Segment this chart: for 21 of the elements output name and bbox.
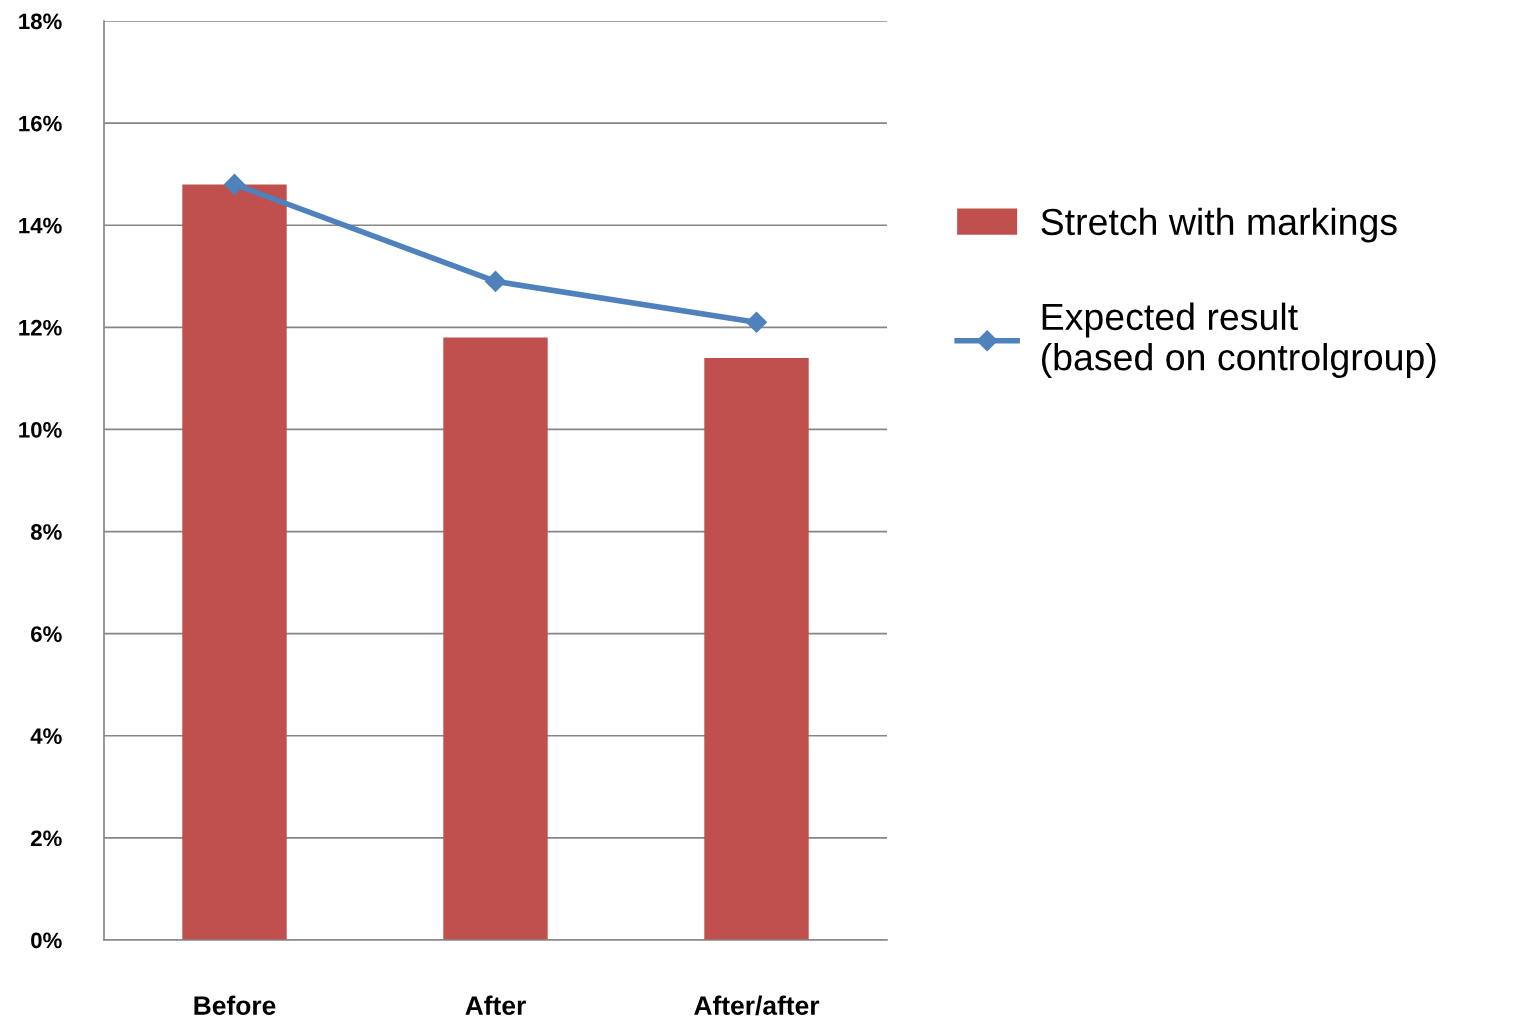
point <box>223 173 246 195</box>
x-tick-label: After/after <box>694 995 820 1016</box>
x-tick-label: Before <box>194 995 276 1015</box>
bar <box>182 184 287 940</box>
legend-label: Stretch with markings <box>1041 207 1397 243</box>
legend-label: Expected result (based on controlgroup) <box>1041 302 1436 378</box>
point <box>745 311 768 333</box>
point <box>484 270 507 292</box>
y-tick-label: 8% <box>30 524 62 540</box>
y-tick-label: 16% <box>19 115 62 132</box>
y-tick-label: 2% <box>30 830 62 847</box>
y-tick-label: 4% <box>30 728 62 744</box>
y-tick-label: 18% <box>19 13 62 30</box>
y-tick-label: 6% <box>31 626 62 642</box>
x-tick-label: After <box>465 995 526 1015</box>
y-tick-label: 14% <box>19 217 62 234</box>
y-tick-label: 10% <box>19 421 62 438</box>
y-tick-label: 0% <box>31 932 62 949</box>
bar <box>704 357 809 940</box>
y-tick-label: 12% <box>19 319 62 336</box>
bar <box>443 337 548 940</box>
